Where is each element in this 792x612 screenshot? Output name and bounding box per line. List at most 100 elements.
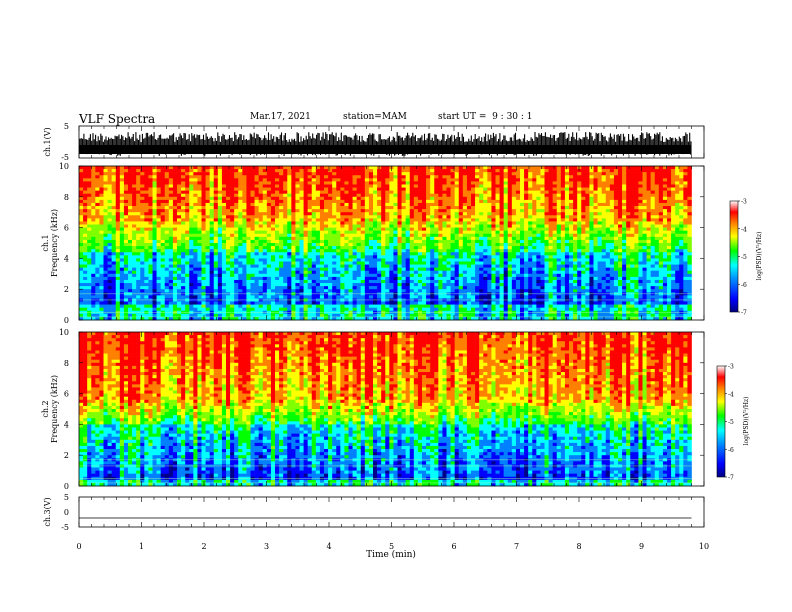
spectrogram-cell	[609, 233, 615, 238]
spectrogram-cell	[626, 243, 631, 247]
spectrogram-cell	[360, 227, 366, 231]
spectrogram-cell	[528, 243, 533, 247]
spectrogram-cell	[328, 252, 333, 256]
spectrogram-cell	[446, 230, 451, 235]
spectrogram-cell	[344, 255, 349, 259]
spectrogram-cell	[442, 249, 447, 253]
spectrogram-cell	[360, 215, 366, 219]
spectrogram-cell	[352, 218, 357, 222]
spectrogram-cell	[193, 218, 198, 222]
spectrogram-cell	[189, 206, 194, 210]
spectrogram-cell	[144, 178, 149, 182]
spectrogram-cell	[177, 227, 182, 231]
spectrogram-cell	[450, 196, 455, 201]
spectrogram-cell	[344, 196, 349, 201]
spectrogram-cell	[95, 249, 100, 253]
spectrogram-cell	[646, 236, 651, 241]
spectrogram-cell	[168, 236, 174, 241]
spectrogram-cell	[172, 255, 178, 259]
spectrogram-cell	[307, 166, 313, 170]
spectrogram-cell	[462, 212, 468, 216]
spectrogram-cell	[597, 178, 602, 182]
spectrogram-cell	[515, 190, 521, 195]
spectrogram-cell	[593, 196, 598, 201]
spectrogram-cell	[172, 215, 178, 219]
spectrogram-cell	[597, 184, 602, 188]
spectrogram-cell	[332, 249, 337, 253]
spectrogram-cell	[315, 169, 321, 173]
spectrogram-cell	[597, 209, 602, 213]
spectrogram-cell	[503, 202, 509, 207]
spectrogram-cell	[209, 172, 215, 176]
spectrogram-cell	[185, 249, 190, 253]
spectrogram-cell	[340, 184, 345, 188]
spectrogram-cell	[270, 202, 276, 207]
spectrogram-cell	[111, 243, 117, 247]
spectrogram-cell	[201, 239, 206, 244]
spectrogram-cell	[585, 246, 590, 250]
spectrogram-cell	[532, 221, 537, 225]
spectrogram-cell	[368, 258, 374, 262]
spectrogram-cell	[217, 255, 223, 259]
spectrogram-cell	[103, 199, 108, 204]
spectrogram-cell	[601, 249, 607, 253]
spectrogram-cell	[507, 261, 513, 265]
spectrogram-cell	[511, 227, 517, 231]
spectrogram-cell	[348, 246, 353, 250]
spectrogram-cell	[422, 212, 427, 216]
spectrogram-cell	[511, 169, 517, 173]
spectrogram-cell	[144, 175, 149, 179]
spectrogram-cell	[503, 166, 509, 170]
spectrogram-cell	[201, 230, 206, 235]
spectrogram-cell	[111, 230, 117, 235]
spectrogram-cell	[450, 184, 455, 188]
spectrogram-cell	[115, 206, 121, 210]
spectrogram-cell	[299, 218, 304, 222]
spectrogram-cell	[279, 166, 284, 170]
spectrogram-cell	[152, 175, 157, 179]
spectrogram-cell	[242, 212, 247, 216]
spectrogram-cell	[662, 193, 668, 198]
spectrogram-cell	[221, 209, 227, 213]
spectrogram-cell	[128, 175, 133, 179]
spectrogram-cell	[662, 224, 668, 228]
spectrogram-cell	[564, 175, 570, 179]
spectrogram-cell	[283, 230, 288, 235]
spectrogram-cell	[221, 166, 227, 170]
spectrogram-cell	[283, 239, 288, 244]
spectrogram-cell	[221, 233, 227, 238]
spectrogram-cell	[385, 233, 390, 238]
spectrogram-cell	[401, 255, 406, 259]
spectrogram-cell	[634, 212, 639, 216]
spectrogram-cell	[581, 261, 586, 265]
spectrogram-cell	[242, 196, 247, 201]
spectrogram-cell	[201, 233, 206, 238]
spectrogram-cell	[148, 221, 153, 225]
spectrogram-cell	[119, 218, 125, 222]
spectrogram-cell	[479, 236, 484, 241]
spectrogram-cell	[213, 196, 219, 201]
spectrogram-cell	[613, 212, 619, 216]
spectrogram-cell	[466, 224, 472, 228]
spectrogram-cell	[234, 233, 239, 238]
spectrogram-cell	[683, 239, 688, 244]
spectrogram-cell	[385, 215, 390, 219]
spectrogram-cell	[626, 236, 631, 241]
spectrogram-cell	[152, 258, 157, 262]
spectrogram-cell	[111, 215, 117, 219]
spectrogram-cell	[389, 181, 394, 185]
spectrogram-cell	[348, 202, 353, 207]
spectrogram-cell	[373, 230, 378, 235]
spectrogram-cell	[140, 239, 145, 244]
spectrogram-cell	[495, 184, 500, 188]
spectrogram-cell	[99, 178, 104, 182]
spectrogram-cell	[315, 230, 321, 235]
spectrogram-cell	[385, 227, 390, 231]
spectrogram-cell	[168, 215, 174, 219]
spectrogram-cell	[609, 169, 615, 173]
spectrogram-cell	[601, 227, 607, 231]
spectrogram-cell	[136, 236, 141, 241]
spectrogram-cell	[311, 193, 317, 198]
spectrogram-cell	[667, 193, 672, 198]
spectrogram-cell	[454, 252, 460, 256]
